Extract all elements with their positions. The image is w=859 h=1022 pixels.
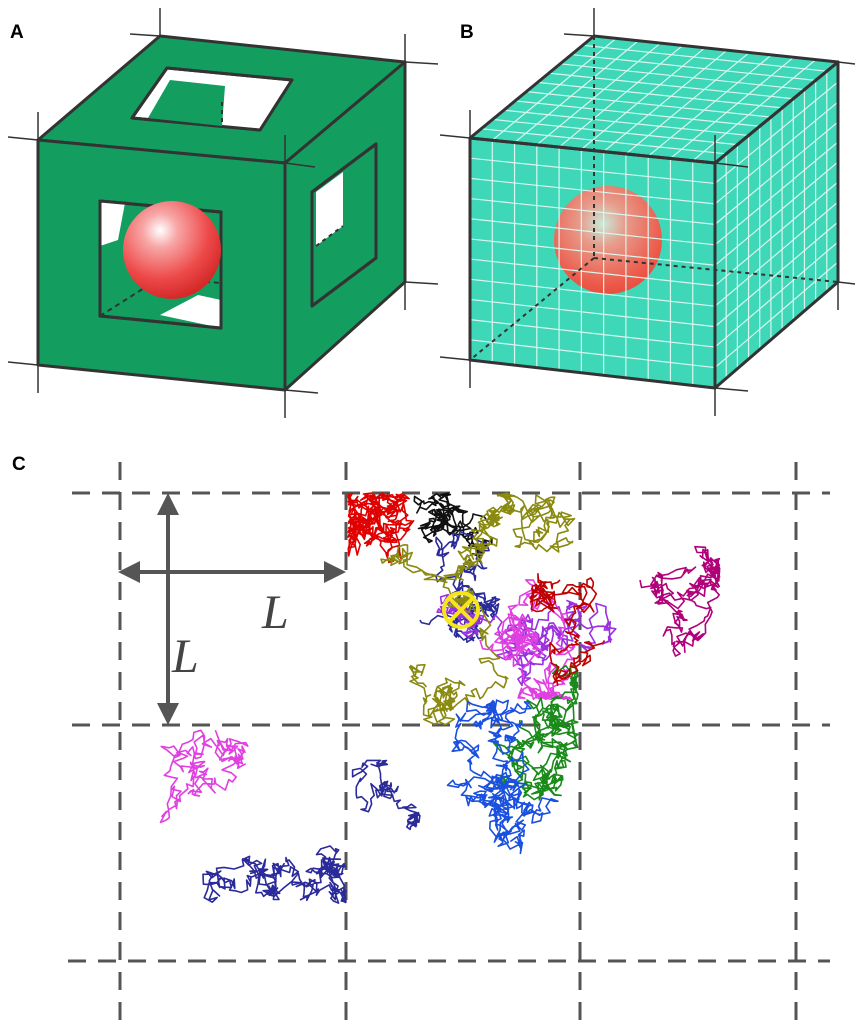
water-grid-line [714,221,839,328]
trajectory-13 [351,759,421,831]
panel-c: C L L [12,454,830,1020]
panel-a-label: A [10,22,24,43]
trajectory-3 [419,530,501,643]
water-grid-line [714,121,839,225]
water-grid-line [647,54,772,157]
water-grid-line [469,238,716,266]
trajectory-5 [380,492,576,726]
trajectory-1 [347,492,415,564]
water-top-face [470,36,838,163]
horizontal-length-label: L [261,586,289,639]
water-grid-line [481,128,727,155]
water-grid-line [625,52,750,155]
water-grid-line [469,258,716,287]
water-grid-line [514,40,639,144]
water-grid-line [548,72,794,100]
water-grid-line [526,91,771,118]
water-grid-line [469,278,716,307]
trajectory-9 [639,545,721,657]
water-grid-line [714,241,839,348]
circle-cross-icon [442,591,480,629]
water-grid-line [469,339,716,369]
water-grid-line [714,201,839,307]
water-right-face [715,62,838,388]
water-grid-line [582,44,827,72]
water-grid-line [536,42,661,146]
water-grid-line [714,101,839,205]
periodic-cell-grid [68,462,830,1020]
water-grid-line [469,319,716,348]
water-grid-line [491,37,617,141]
water-grid-line [714,141,839,246]
frame-extension-lines [7,8,439,418]
water-grid-line [670,56,795,159]
water-grid-line [469,197,716,225]
water-grid-line [571,53,816,81]
panel-b: B [439,8,856,416]
water-extension-lines [439,8,856,416]
trajectory-12 [202,845,347,904]
trajectory-10 [529,573,606,686]
water-grid-line [492,118,738,146]
panel-a: A [7,8,439,418]
trajectory-11 [159,729,249,824]
trajectory-6 [479,579,576,701]
water-grid-line [558,44,684,148]
water-grid-line [714,181,839,287]
water-grid-line [469,218,716,246]
random-walk-trajectories [159,492,721,904]
water-grid [469,37,839,386]
trajectory-4 [436,593,617,687]
open-frame-cube [7,8,439,418]
panel-c-label: C [12,454,26,475]
trajectory-7 [493,663,579,801]
water-grid-line [714,161,839,266]
water-grid-line [537,81,783,109]
water-cube [439,8,856,416]
panel-b-label: B [460,22,474,43]
water-grid-line [560,63,805,91]
water-grid-line [603,49,728,153]
water-grid-line [469,157,716,185]
water-grid-line [469,298,716,328]
sphere-a [123,201,221,299]
trajectory-2 [413,492,493,559]
length-arrows [118,493,346,725]
water-grid-line [503,109,749,137]
water-grid-line [515,100,760,127]
trajectory-8 [446,699,559,855]
water-grid-line [692,59,817,162]
vertical-length-label: L [171,630,199,683]
water-grid-line [580,47,706,150]
water-grid-line [714,81,839,184]
water-grid-line [469,177,716,205]
